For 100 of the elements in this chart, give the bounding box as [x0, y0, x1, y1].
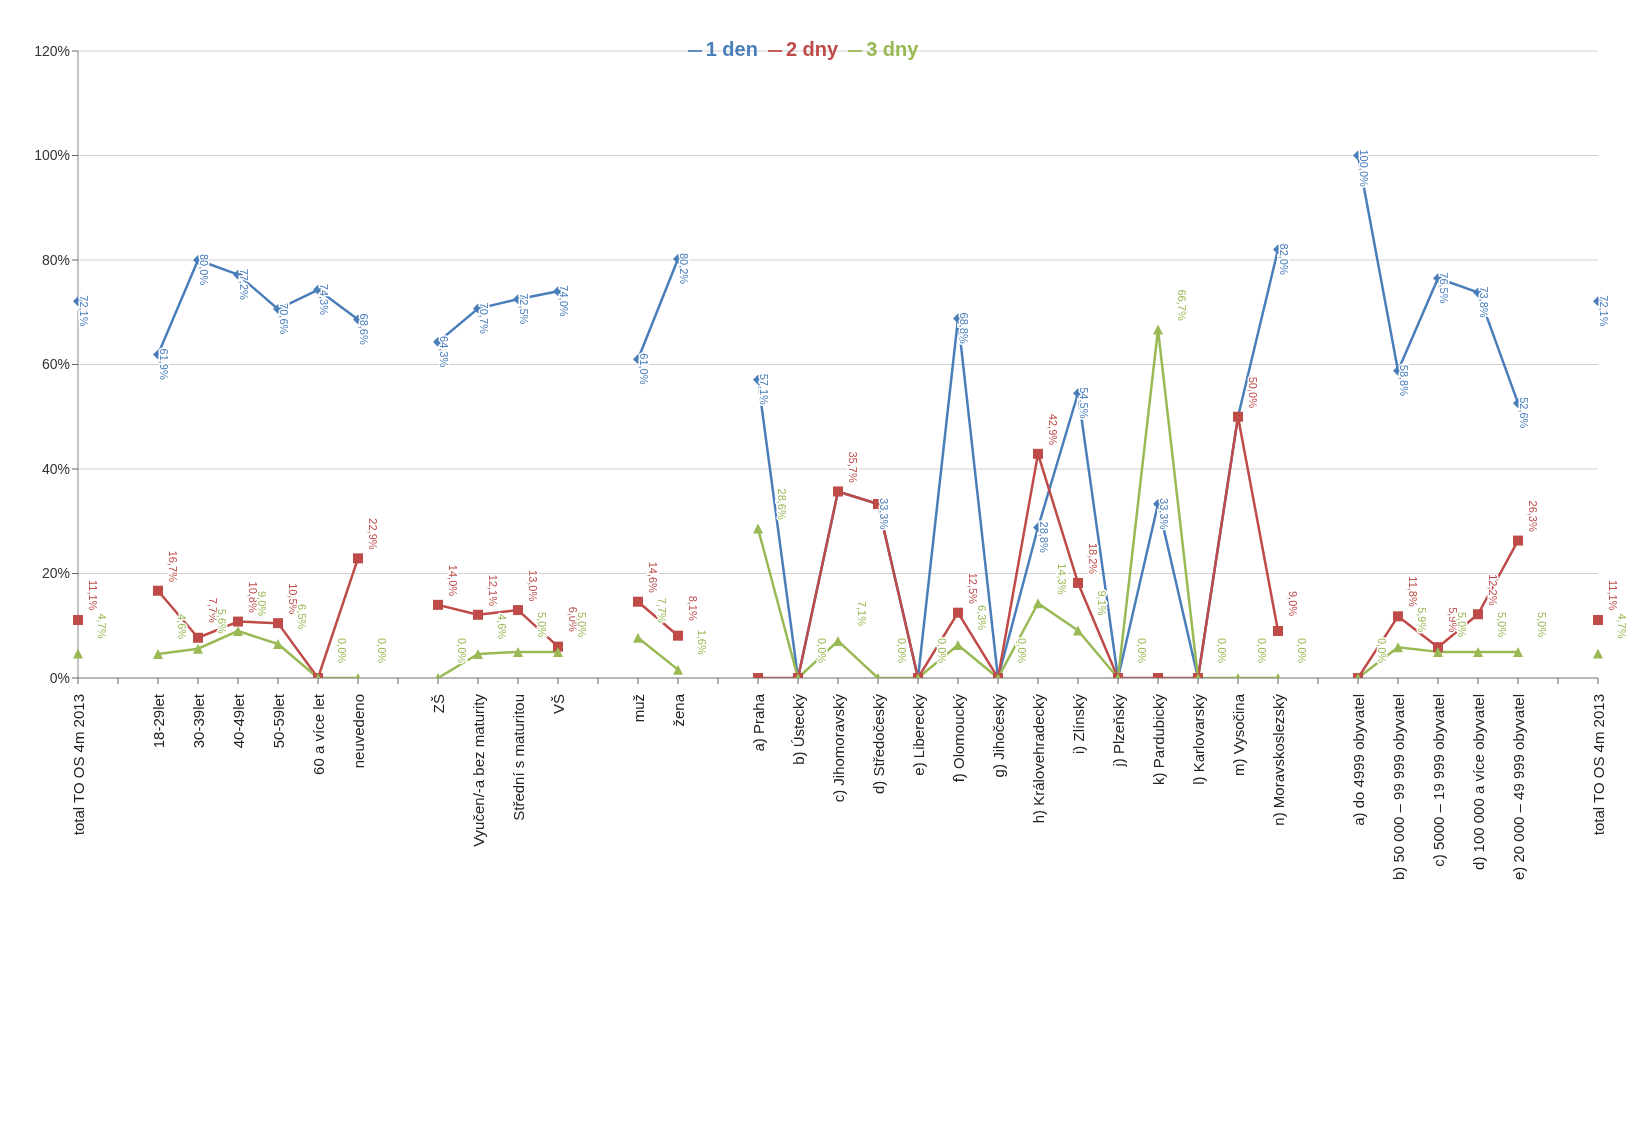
x-tick-label: k) Pardubický [1149, 693, 1167, 785]
data-label: 72,5% [518, 293, 530, 325]
data-label: 57,1% [758, 373, 770, 406]
data-label: 13,0% [527, 570, 539, 602]
point [273, 618, 283, 629]
data-label: 74,3% [318, 283, 330, 316]
point [233, 616, 243, 627]
x-tick-label: ZŠ [429, 694, 447, 714]
data-label: 42,9% [1047, 413, 1059, 446]
data-label: 72,1% [1598, 295, 1610, 327]
point [273, 639, 283, 650]
point [1393, 611, 1403, 622]
data-label: 0,0% [1136, 638, 1148, 664]
data-label: 5,0% [576, 611, 588, 638]
data-label: 7,7% [656, 597, 668, 624]
x-tick-label: g) Jihočeský [989, 693, 1007, 778]
data-label: 28,6% [776, 488, 788, 520]
data-label: 61,0% [638, 353, 650, 385]
point [73, 615, 83, 625]
x-tick-label: c) Jihomoravský [829, 693, 847, 803]
point [513, 605, 523, 616]
data-label: 58,8% [1398, 364, 1410, 397]
data-label: 14,3% [1056, 563, 1068, 595]
data-label: 80,0% [198, 254, 210, 286]
data-label: 76,5% [1438, 272, 1450, 304]
data-label: 5,9% [1416, 607, 1428, 633]
data-label: 73,8% [1478, 286, 1490, 318]
data-label: 1,6% [696, 629, 708, 655]
x-tick-label: Střední s maturitou [509, 694, 527, 821]
point [673, 664, 683, 675]
data-label: 0,0% [376, 638, 388, 664]
x-tick-label: 30-39let [189, 693, 207, 749]
x-tick-label: a) Praha [749, 693, 767, 752]
x-tick-label: 60 a více let [309, 693, 327, 775]
data-label: 68,8% [958, 312, 970, 344]
data-label: 68,6% [358, 313, 370, 345]
data-label: 5,0% [1456, 611, 1468, 638]
data-label: 4,6% [496, 613, 508, 640]
point [1593, 648, 1603, 659]
legend-label: 2 dny [785, 38, 839, 60]
x-tick-label: h) Královehradecký [1029, 693, 1047, 824]
point [153, 585, 163, 596]
x-tick-label: a) do 4999 obyvatel [1349, 694, 1367, 826]
point [633, 632, 643, 643]
point [233, 625, 243, 636]
data-label: 9,1% [1096, 590, 1108, 616]
x-tick-label: žena [669, 693, 687, 727]
x-tick-label: b) Ústecký [789, 693, 807, 765]
x-tick-label: VŠ [549, 694, 567, 715]
point [553, 646, 563, 657]
data-label: 82,0% [1278, 243, 1290, 275]
data-label: 5,0% [536, 611, 548, 638]
data-label: 0,0% [816, 638, 828, 664]
point [833, 635, 843, 646]
data-label: 12,1% [487, 574, 499, 607]
data-label: 70,6% [278, 303, 290, 335]
data-label: 100,0% [1358, 149, 1370, 188]
data-label: 61,9% [158, 348, 170, 380]
point [513, 646, 523, 657]
point [73, 648, 83, 659]
data-label: 11,1% [1607, 580, 1619, 611]
point [1593, 615, 1603, 625]
point [953, 640, 963, 651]
data-label: 26,3% [1527, 500, 1539, 532]
point [1033, 448, 1043, 459]
data-label: 4,7% [96, 613, 108, 639]
x-tick-label: l) Karlovarský [1189, 693, 1207, 785]
x-tick-label: 18-29let [149, 693, 167, 749]
data-label: 5,0% [1536, 611, 1548, 638]
data-label: 80,2% [678, 252, 690, 285]
y-tick-label: 120% [34, 42, 70, 59]
data-label: 14,6% [647, 561, 659, 594]
point [1033, 598, 1043, 609]
x-tick-label: e) Liberecký [909, 693, 927, 776]
x-tick-label: total TO OS 4m 2013 [1589, 694, 1607, 836]
data-label: 0,0% [896, 638, 908, 664]
data-label: 6,5% [296, 604, 308, 630]
data-label: 4,7% [1616, 613, 1628, 639]
x-tick-label: neuvedeno [349, 694, 367, 769]
data-label: 33,3% [1158, 498, 1170, 530]
x-tick-label: b) 50 000 – 99 999 obyvatel [1389, 694, 1407, 880]
data-label: 9,0% [1287, 590, 1299, 617]
data-label: 18,2% [1087, 542, 1099, 575]
x-tick-label: f) Olomoucký [949, 693, 967, 783]
data-label: 0,0% [1376, 638, 1388, 664]
point [473, 609, 483, 620]
point [193, 632, 203, 643]
data-label: 72,1% [78, 295, 90, 327]
y-tick-label: 60% [41, 356, 70, 373]
point [1433, 646, 1443, 657]
data-label: 8,1% [687, 595, 699, 621]
data-label: 74,0% [558, 285, 570, 317]
data-label: 12,2% [1487, 574, 1499, 606]
point [193, 643, 203, 654]
point [1473, 646, 1483, 657]
data-label: 5,6% [216, 608, 228, 635]
point [473, 648, 483, 659]
point [1513, 535, 1523, 546]
point [753, 523, 763, 534]
legend-label: 1 den [705, 38, 758, 60]
